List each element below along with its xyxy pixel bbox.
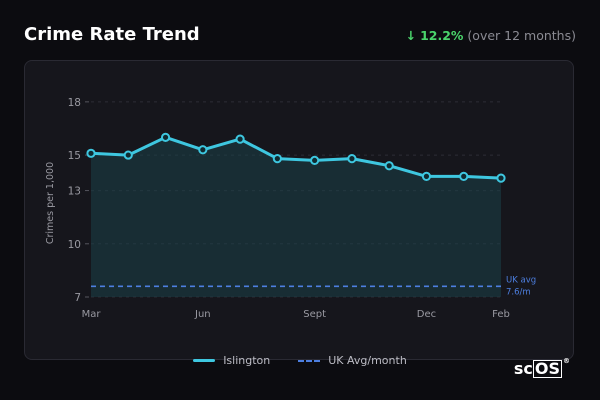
data-point xyxy=(384,161,394,171)
data-point xyxy=(272,154,282,164)
data-point xyxy=(496,173,506,183)
y-tick-label: 7 xyxy=(74,292,81,304)
data-point xyxy=(459,171,469,181)
brand-logo: sc OS ® xyxy=(513,356,570,379)
legend-swatch-dashed xyxy=(298,359,321,362)
legend-swatch-solid xyxy=(193,359,216,362)
label-layer: 7 10 13 15 18 Mar Jun Sept Dec Feb UK avg 7.6/m xyxy=(68,97,537,320)
x-tick-label: Dec xyxy=(417,309,436,320)
reference-label-line2: 7.6/m xyxy=(506,287,531,297)
change-percent: 12.2% xyxy=(420,28,464,43)
data-point xyxy=(421,171,432,181)
x-tick-label: Jun xyxy=(194,309,211,320)
data-point xyxy=(235,134,245,144)
points-layer xyxy=(86,132,506,183)
registered-mark-icon: ® xyxy=(563,356,570,365)
change-indicator: ↓ 12.2% (over 12 months) xyxy=(406,28,576,43)
reference-label-line1: UK avg xyxy=(506,275,536,285)
line-layer xyxy=(89,135,503,180)
x-tick-label: Mar xyxy=(82,309,102,320)
data-point xyxy=(123,150,133,160)
x-tick-label: Feb xyxy=(492,309,510,320)
data-point xyxy=(310,155,320,166)
y-tick-label: 18 xyxy=(68,97,81,109)
y-tick-label: 15 xyxy=(68,150,81,162)
chart-title: Crime Rate Trend xyxy=(24,24,200,45)
chart-legend: Islington UK Avg/month xyxy=(0,354,600,367)
series-area-0 xyxy=(91,137,501,297)
down-arrow-icon: ↓ xyxy=(405,28,417,43)
legend-item-uk-avg[interactable]: UK Avg/month xyxy=(298,354,407,367)
data-point xyxy=(347,154,357,164)
series-line-0 xyxy=(89,135,503,180)
brand-text-boxed: OS xyxy=(532,358,562,378)
x-tick-label: Sept xyxy=(303,309,326,320)
legend-label-uk-avg: UK Avg/month xyxy=(328,354,407,367)
brand-text: sc xyxy=(513,359,533,378)
data-point xyxy=(198,145,208,155)
legend-item-islington[interactable]: Islington xyxy=(193,354,270,367)
change-period: (over 12 months) xyxy=(467,28,576,43)
legend-label-islington: Islington xyxy=(223,354,271,367)
y-axis-label: Crimes per 1,000 xyxy=(45,162,56,244)
y-tick-label: 13 xyxy=(68,186,81,198)
area-layer xyxy=(91,137,501,297)
data-point xyxy=(86,148,96,158)
y-tick-label: 10 xyxy=(68,239,81,251)
data-point xyxy=(160,132,171,142)
